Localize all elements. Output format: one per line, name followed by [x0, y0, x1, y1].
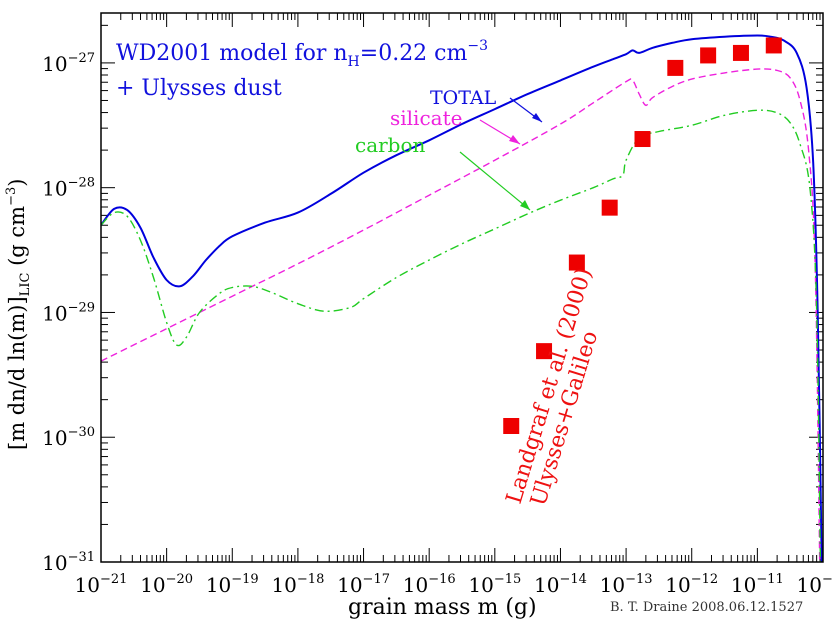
silicate-arrowhead: [509, 135, 520, 144]
data-marker: [503, 417, 520, 434]
y-tick-label: 10−28: [42, 176, 95, 201]
x-tick-label: 10−21: [75, 572, 128, 597]
data-marker: [568, 254, 585, 271]
data-marker: [601, 199, 618, 216]
x-axis-label: grain mass m (g): [348, 595, 537, 620]
plot-frame: [100, 12, 824, 563]
x-tick-label: 10−17: [337, 572, 390, 597]
series-silicate-line: [101, 68, 821, 562]
y-tick-label: 10−29: [42, 300, 95, 325]
chart-title: WD2001 model for nH=0.22 cm−3: [116, 38, 488, 70]
data-marker: [634, 131, 651, 148]
chart-subtitle: + Ulysses dust: [116, 76, 282, 101]
data-marker: [536, 343, 553, 360]
x-tick-label: 10−20: [140, 572, 193, 597]
series-carbon-line: [101, 109, 822, 562]
x-tick-label: 10−14: [534, 572, 587, 597]
axis-ticks: [100, 13, 823, 563]
series-curves: [101, 34, 823, 562]
y-tick-label: 10−30: [42, 425, 95, 450]
y-tick-label: 10−31: [42, 550, 95, 575]
carbon-arrowhead: [520, 200, 530, 210]
total-arrowhead: [532, 113, 542, 122]
data-marker: [732, 44, 749, 61]
carbon-label: carbon: [355, 133, 426, 157]
credit: B. T. Draine 2008.06.12.1527: [610, 600, 804, 615]
x-tick-label: 10−15: [468, 572, 521, 597]
data-marker: [667, 59, 684, 76]
series-total-line: [101, 34, 823, 562]
y-tick-label: 10−27: [42, 51, 95, 76]
data-marker: [765, 37, 782, 54]
tick-labels: 10−21 10−20 10−19 10−18 10−17 10−16 10−15 10−14…: [42, 51, 833, 597]
x-tick-label: 10−13: [600, 572, 653, 597]
data-marker: [700, 47, 717, 64]
x-tick-label: 10−19: [206, 572, 259, 597]
x-tick-label: 10−12: [665, 572, 718, 597]
carbon-pointer: [459, 151, 531, 211]
total-label: TOTAL: [430, 87, 497, 109]
x-tick-label: 10−11: [731, 572, 784, 597]
x-tick-label: 10−16: [403, 572, 456, 597]
y-axis-label: [m dn/d ln(m)]LIC (g cm−3): [4, 179, 33, 450]
data-markers: [503, 37, 782, 434]
x-tick-label: 10−10: [797, 572, 833, 597]
silicate-label: silicate: [390, 106, 462, 130]
x-tick-label: 10−18: [271, 572, 324, 597]
